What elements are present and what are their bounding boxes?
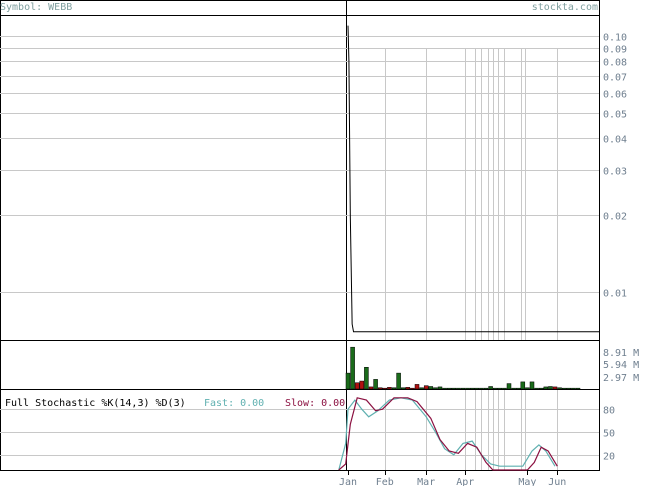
volume-bar (377, 387, 383, 390)
volume-bar (382, 387, 388, 390)
volume-bar (548, 386, 553, 390)
x-tick-label: Jun (548, 477, 566, 486)
price-line-layer (347, 25, 599, 333)
volume-bar (515, 387, 521, 390)
volume-bar (433, 387, 438, 390)
volume-bar (483, 387, 489, 390)
stochastic-tick-label: 20 (603, 452, 615, 463)
price-tick-label: 0.04 (603, 135, 627, 146)
volume-bar (423, 385, 429, 390)
volume-bar (419, 387, 424, 390)
price-tick-label: 0.09 (603, 45, 627, 56)
slow-value-label: Slow: 0.00 (285, 398, 345, 409)
volume-bar (405, 387, 411, 390)
volume-bar (400, 387, 406, 390)
volume-bar (497, 387, 503, 390)
price-tick-label: 0.05 (603, 110, 627, 121)
volume-bar (456, 387, 461, 390)
volume-tick-label: 2.97 M (603, 373, 639, 384)
volume-bar (557, 387, 562, 390)
volume-bars (345, 346, 581, 390)
volume-bar (469, 387, 475, 390)
volume-bar (410, 387, 415, 390)
volume-bar (575, 387, 581, 390)
volume-bar (543, 386, 549, 390)
slow-stochastic-line (338, 397, 558, 471)
volume-bar (437, 386, 443, 390)
volume-bar (502, 387, 507, 390)
volume-bar (451, 387, 457, 390)
volume-bar (511, 387, 516, 390)
volume-bar (566, 387, 572, 390)
volume-bar (520, 381, 526, 390)
symbol-label: Symbol: WEBB (0, 2, 72, 13)
volume-bar (474, 387, 480, 390)
panel-frames (0, 0, 600, 471)
volume-bar (506, 383, 512, 390)
x-tick-label: Apr (456, 477, 474, 486)
axis-labels: 0.100.09 0.08 0.07 0.06 0.05 0.04 0.03 0.02 0.01… (339, 33, 639, 486)
fast-value-label: Fast: 0.00 (204, 398, 264, 409)
x-tick-label: Jan (339, 477, 357, 486)
volume-bar (359, 380, 365, 390)
volume-bar (479, 387, 484, 390)
volume-bar (414, 384, 420, 390)
volume-bar (534, 387, 539, 390)
volume-bar (571, 387, 576, 390)
time-gridlines (385, 48, 558, 470)
stochastic-lines (338, 397, 558, 471)
x-tick-label: Feb (376, 477, 394, 486)
volume-bar (354, 382, 360, 390)
volume-bar (350, 346, 355, 390)
volume-bar (492, 387, 498, 390)
volume-bar (446, 387, 452, 390)
price-series-line (347, 25, 599, 333)
watermark: stockta.com (532, 2, 598, 13)
volume-bar (373, 379, 378, 390)
volume-bar (396, 372, 401, 390)
stochastic-tick-label: 50 (603, 429, 615, 440)
volume-bar (391, 387, 397, 390)
price-gridlines (0, 36, 599, 293)
outer-frame (0, 0, 600, 471)
stochastic-tick-label: 80 (603, 406, 615, 417)
volume-bar (488, 386, 493, 390)
price-tick-label: 0.03 (603, 167, 627, 178)
price-tick-label: 0.02 (603, 212, 627, 223)
volume-bar (364, 367, 369, 390)
volume-bar (387, 387, 392, 390)
volume-tick-label: 5.94 M (603, 360, 639, 371)
price-tick-label: 0.06 (603, 90, 627, 101)
price-tick-label: 0.07 (603, 73, 627, 84)
volume-bar (561, 387, 567, 390)
x-tick-label: Mar (417, 477, 435, 486)
volume-bar (525, 387, 530, 390)
volume-bar (428, 386, 434, 390)
volume-bar (345, 372, 351, 390)
volume-bar (465, 387, 470, 390)
price-tick-label: 0.10 (603, 33, 627, 44)
stochastic-title: Full Stochastic %K(14,3) %D(3) (5, 398, 186, 409)
volume-bar (442, 387, 447, 390)
volume-tick-label: 8.91 M (603, 348, 639, 359)
volume-bar (538, 387, 544, 390)
price-tick-label: 0.01 (603, 289, 627, 300)
volume-bar (460, 387, 466, 390)
price-tick-label: 0.08 (603, 58, 627, 69)
stochastic-gridlines (0, 409, 599, 456)
volume-bar (368, 386, 374, 390)
volume-bar (529, 381, 535, 390)
volume-bar (552, 386, 558, 390)
x-tick-label: May (518, 477, 536, 486)
fast-stochastic-line (338, 397, 556, 471)
